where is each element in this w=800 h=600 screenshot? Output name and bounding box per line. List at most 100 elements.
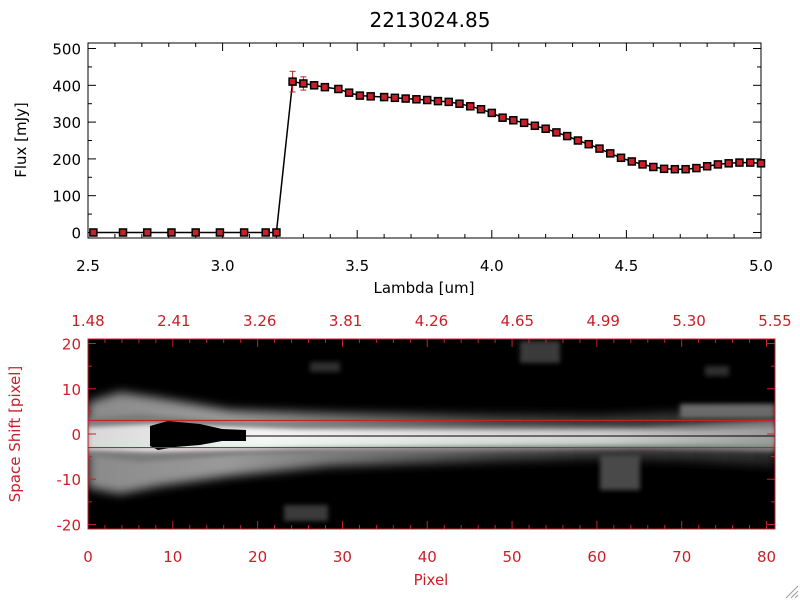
flux-data-point <box>334 84 343 94</box>
flux-plot: 2.5 3.0 3.5 4.0 4.5 5.0 0 100 200 300 400 500 Lambd… <box>12 41 773 297</box>
flux-data-point <box>724 159 733 168</box>
wavelength-tick-label: 4.65 <box>501 312 534 330</box>
spectrum-plot-axes: 0 10 20 30 40 50 60 70 80 -20 -10 0 10 20 1.48 2.41 3.26… <box>57 312 792 566</box>
spectrum-image-plot: 0 10 20 30 40 50 60 70 80 -20 -10 0 10 20 1.48 2.41 3.26… <box>6 312 792 589</box>
flux-data-point <box>167 228 176 237</box>
flux-y-tick-label: 300 <box>52 114 81 132</box>
chart-title: 2213024.85 <box>370 8 491 32</box>
spectrum-x-axis-label: Pixel <box>414 571 449 589</box>
flux-data-point <box>191 228 200 237</box>
spectrum-x-tick-label: 20 <box>248 548 267 566</box>
flux-data-point <box>498 113 507 122</box>
image-blob <box>680 404 775 418</box>
image-blob <box>705 366 729 376</box>
spectrum-x-tick-label: 10 <box>163 548 182 566</box>
flux-data-point <box>541 124 550 133</box>
flux-data-point <box>519 118 529 128</box>
extraction-window-lines <box>88 419 775 449</box>
spectrum-x-tick-label: 0 <box>83 548 93 566</box>
spectrum-trace <box>88 424 775 452</box>
flux-y-tick-label: 400 <box>52 77 81 95</box>
flux-y-tick-label: 500 <box>52 41 81 59</box>
spectrum-y-tick-label: 10 <box>62 381 81 399</box>
flux-data-point <box>745 158 755 167</box>
spectrum-y-tick-label: -20 <box>57 516 82 534</box>
flux-data-point <box>320 82 330 92</box>
spectrum-y-tick-label: 20 <box>62 336 81 354</box>
spectrum-y-tick-label: 0 <box>71 426 81 444</box>
flux-data-point <box>455 99 464 108</box>
flux-data-point <box>638 160 647 169</box>
flux-series-points <box>89 70 766 237</box>
flux-y-axis-label: Flux [mJy] <box>12 102 30 178</box>
flux-data-point <box>299 79 308 88</box>
flux-y-tick-label: 200 <box>52 151 81 169</box>
flux-data-point <box>309 81 319 90</box>
flux-plot-frame <box>87 42 762 239</box>
flux-x-axis-label: Lambda [um] <box>374 279 475 297</box>
flux-y-tick-label: 0 <box>71 224 81 242</box>
flux-data-point <box>552 128 561 137</box>
flux-data-point <box>616 153 626 163</box>
flux-data-point <box>433 96 443 106</box>
wavelength-tick-label: 5.30 <box>672 312 705 330</box>
flux-data-point <box>288 77 297 86</box>
flux-data-point <box>659 164 669 174</box>
spectrum-x-tick-label: 80 <box>757 548 776 566</box>
flux-data-point <box>627 157 637 166</box>
spectrum-x-tick-label: 30 <box>333 548 352 566</box>
flux-data-point <box>509 116 518 125</box>
flux-data-point <box>605 149 615 158</box>
flux-data-point <box>355 91 365 100</box>
flux-data-point <box>649 162 658 172</box>
wavelength-tick-label: 4.26 <box>415 312 448 330</box>
flux-data-point <box>670 164 680 174</box>
flux-data-point <box>261 228 270 237</box>
flux-data-point <box>595 144 604 153</box>
flux-data-point <box>422 95 432 105</box>
flux-x-tick-label: 2.5 <box>76 257 100 275</box>
flux-x-tick-label: 3.0 <box>211 257 235 275</box>
flux-x-tick-label: 5.0 <box>749 257 773 275</box>
flux-data-point <box>476 104 486 114</box>
image-blob <box>310 362 340 372</box>
wavelength-tick-label: 1.48 <box>71 312 104 330</box>
flux-data-point <box>89 228 98 237</box>
image-blob <box>600 455 640 490</box>
flux-data-point <box>401 94 410 103</box>
flux-x-tick-label: 4.0 <box>480 257 504 275</box>
wavelength-tick-label: 3.81 <box>329 312 362 330</box>
flux-y-tick-label: 100 <box>52 188 81 206</box>
flux-data-point <box>118 228 128 237</box>
flux-data-point <box>692 163 701 173</box>
spectrum-image <box>88 341 775 521</box>
resize-grip-icon[interactable] <box>785 585 799 599</box>
spectrum-x-tick-label: 70 <box>672 548 691 566</box>
spectrum-x-tick-label: 50 <box>503 548 522 566</box>
flux-data-point <box>272 228 281 237</box>
flux-data-point <box>142 228 152 237</box>
spectrum-x-tick-label: 60 <box>587 548 606 566</box>
flux-data-point <box>215 228 225 237</box>
spectrum-x-tick-label: 40 <box>418 548 437 566</box>
flux-plot-axes: 2.5 3.0 3.5 4.0 4.5 5.0 0 100 200 300 400 500 <box>52 41 773 275</box>
flux-data-point <box>487 108 497 118</box>
image-blob <box>284 505 328 521</box>
flux-data-point <box>412 95 421 104</box>
flux-data-point <box>366 92 375 101</box>
flux-data-point <box>379 92 389 102</box>
flux-data-point <box>713 160 723 169</box>
flux-data-point <box>239 228 249 237</box>
wavelength-tick-label: 5.55 <box>758 312 791 330</box>
flux-data-point <box>756 159 766 168</box>
spectrum-y-axis-label: Space Shift [pixel] <box>6 366 24 503</box>
flux-data-point <box>702 162 712 171</box>
wavelength-tick-label: 3.26 <box>243 312 276 330</box>
flux-data-point <box>562 131 572 141</box>
spectrum-y-tick-label: -10 <box>57 471 82 489</box>
flux-data-point <box>584 139 593 149</box>
flux-data-point <box>344 88 354 97</box>
flux-data-point <box>530 121 540 131</box>
flux-data-point <box>573 136 583 145</box>
